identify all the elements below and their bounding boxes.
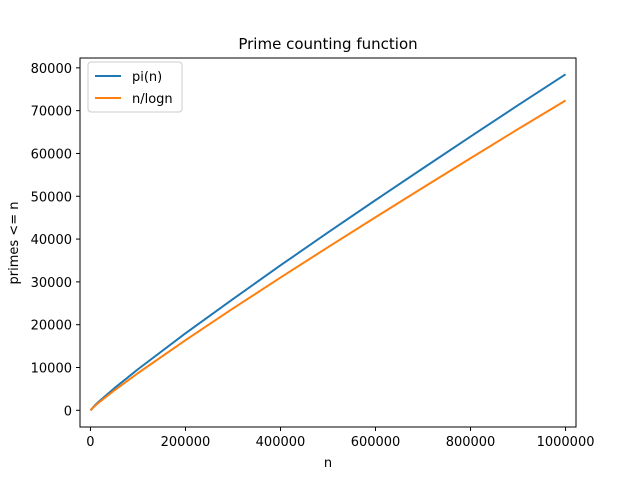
x-axis-label: n [324, 456, 332, 471]
x-tick-label: 400000 [256, 435, 306, 450]
chart-title: Prime counting function [238, 35, 417, 53]
y-tick-label: 30000 [31, 276, 72, 291]
y-tick-label: 60000 [31, 147, 72, 162]
legend: pi(n) n/logn [87, 61, 183, 113]
legend-box [87, 61, 183, 113]
x-tick-label: 600000 [351, 435, 401, 450]
y-tick-label: 20000 [31, 319, 72, 334]
y-tick-label: 50000 [31, 190, 72, 205]
legend-label-2: n/logn [132, 92, 173, 107]
y-tick-label: 0 [64, 404, 72, 419]
y-tick-label: 40000 [31, 233, 72, 248]
series-line-2 [89, 99, 567, 412]
x-tick-label: 0 [86, 435, 94, 450]
x-tick-label: 800000 [446, 435, 496, 450]
axes-frame [79, 57, 577, 428]
legend-label-1: pi(n) [132, 70, 162, 85]
x-tick-label: 1000000 [537, 435, 595, 450]
y-tick-label: 70000 [31, 105, 72, 120]
x-tick-label: 200000 [161, 435, 211, 450]
y-tick-label: 10000 [31, 361, 72, 376]
y-tick-label: 80000 [31, 62, 72, 77]
plot-area: 0 200000 400000 600000 800000 1000000 0 10000 20… [31, 57, 595, 450]
y-axis-label: primes <= n [7, 202, 22, 285]
